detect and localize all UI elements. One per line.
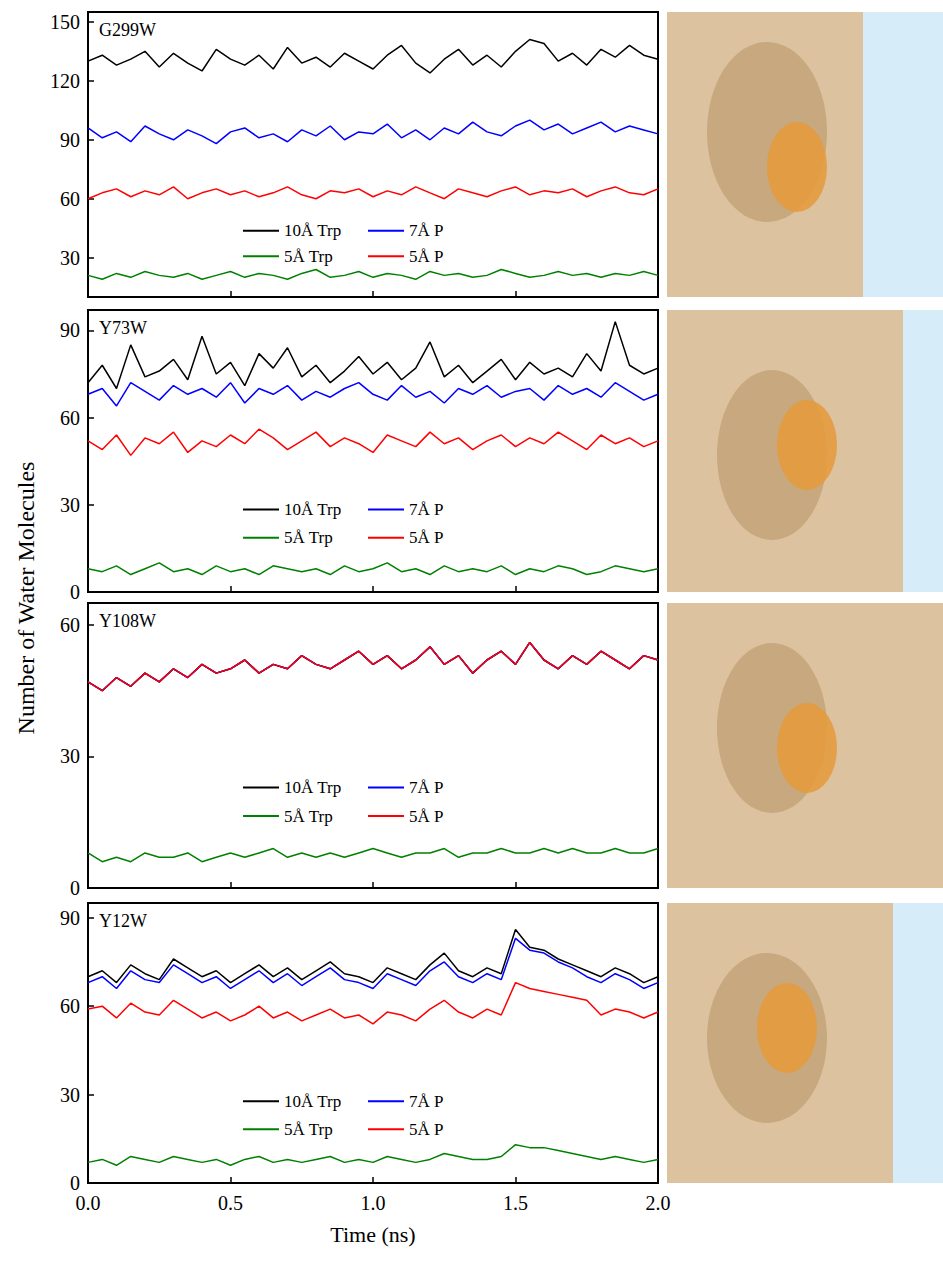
svg-text:60: 60 bbox=[60, 614, 80, 636]
svg-text:Y73W: Y73W bbox=[99, 318, 147, 338]
svg-text:5Å P: 5Å P bbox=[409, 528, 443, 547]
svg-text:30: 30 bbox=[60, 494, 80, 516]
svg-text:10Å Trp: 10Å Trp bbox=[284, 221, 341, 240]
svg-text:0: 0 bbox=[70, 877, 80, 899]
svg-text:60: 60 bbox=[60, 995, 80, 1017]
svg-text:5Å Trp: 5Å Trp bbox=[284, 807, 333, 826]
svg-text:0.0: 0.0 bbox=[76, 1192, 101, 1214]
svg-text:60: 60 bbox=[60, 188, 80, 210]
svg-text:7Å P: 7Å P bbox=[409, 1092, 443, 1111]
svg-text:5Å P: 5Å P bbox=[409, 807, 443, 826]
svg-text:1.0: 1.0 bbox=[361, 1192, 386, 1214]
svg-text:10Å Trp: 10Å Trp bbox=[284, 778, 341, 797]
svg-text:G299W: G299W bbox=[99, 20, 156, 40]
svg-text:0: 0 bbox=[70, 581, 80, 603]
svg-text:5Å Trp: 5Å Trp bbox=[284, 1120, 333, 1139]
svg-text:2.0: 2.0 bbox=[646, 1192, 671, 1214]
svg-text:0: 0 bbox=[70, 1172, 80, 1194]
svg-text:90: 90 bbox=[60, 129, 80, 151]
svg-text:90: 90 bbox=[60, 319, 80, 341]
svg-text:1.5: 1.5 bbox=[503, 1192, 528, 1214]
svg-text:7Å P: 7Å P bbox=[409, 500, 443, 519]
svg-text:30: 30 bbox=[60, 1084, 80, 1106]
svg-text:5Å P: 5Å P bbox=[409, 247, 443, 266]
svg-text:150: 150 bbox=[50, 11, 80, 33]
svg-text:10Å Trp: 10Å Trp bbox=[284, 500, 341, 519]
svg-text:10Å Trp: 10Å Trp bbox=[284, 1092, 341, 1111]
svg-text:Time (ns): Time (ns) bbox=[330, 1222, 415, 1247]
svg-text:30: 30 bbox=[60, 745, 80, 767]
svg-text:7Å P: 7Å P bbox=[409, 778, 443, 797]
svg-text:5Å Trp: 5Å Trp bbox=[284, 528, 333, 547]
svg-text:7Å P: 7Å P bbox=[409, 221, 443, 240]
svg-text:60: 60 bbox=[60, 407, 80, 429]
svg-text:30: 30 bbox=[60, 247, 80, 269]
svg-text:0.5: 0.5 bbox=[218, 1192, 243, 1214]
svg-text:5Å Trp: 5Å Trp bbox=[284, 247, 333, 266]
svg-text:5Å P: 5Å P bbox=[409, 1120, 443, 1139]
svg-text:Y12W: Y12W bbox=[99, 911, 147, 931]
svg-text:90: 90 bbox=[60, 907, 80, 929]
svg-text:Number of Water Molecules: Number of Water Molecules bbox=[13, 462, 39, 735]
svg-text:Y108W: Y108W bbox=[99, 611, 156, 631]
svg-text:120: 120 bbox=[50, 70, 80, 92]
